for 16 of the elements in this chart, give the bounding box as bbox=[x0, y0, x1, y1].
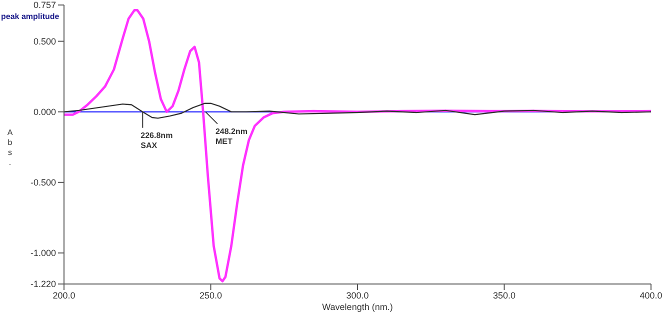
x-tick-label: 350.0 bbox=[492, 290, 516, 300]
x-tick-label: 400.0 bbox=[640, 290, 662, 300]
y-tick-label: 0.757 bbox=[33, 0, 56, 10]
x-tick-label: 200.0 bbox=[52, 290, 76, 300]
annotation: 248.2nm MET bbox=[215, 126, 248, 146]
y-tick-label: -1.000 bbox=[30, 248, 56, 258]
x-axis-title: Wavelength (nm.) bbox=[322, 302, 393, 312]
x-tick-label: 300.0 bbox=[346, 290, 369, 300]
y-axis-title: Abs. bbox=[6, 128, 14, 168]
x-tick-label: 250.0 bbox=[199, 290, 222, 300]
annotation: 226.8nm SAX bbox=[140, 130, 173, 150]
y-tick-label: 0.500 bbox=[33, 36, 56, 46]
y-tick-label: 0.000 bbox=[33, 107, 56, 118]
y-tick-label: -0.500 bbox=[30, 178, 56, 188]
text: peak amplitude bbox=[1, 12, 60, 21]
y-tick-label: -1.220 bbox=[30, 279, 56, 290]
